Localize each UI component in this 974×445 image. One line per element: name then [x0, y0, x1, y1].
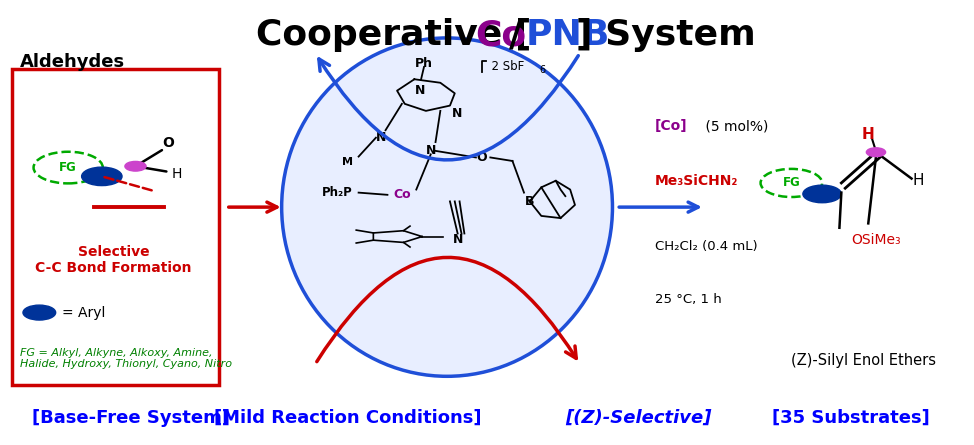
Text: O: O	[476, 151, 487, 164]
Circle shape	[82, 167, 122, 186]
Text: = Aryl: = Aryl	[62, 306, 106, 320]
Text: Co: Co	[475, 18, 526, 52]
Circle shape	[803, 185, 842, 203]
FancyBboxPatch shape	[13, 69, 219, 385]
Text: [Co]: [Co]	[655, 119, 688, 133]
Text: FG = Alkyl, Alkyne, Alkoxy, Amine,
Halide, Hydroxy, Thionyl, Cyano, Nitro: FG = Alkyl, Alkyne, Alkoxy, Amine, Halid…	[20, 348, 232, 369]
Text: PNB: PNB	[526, 18, 610, 52]
Text: B: B	[525, 195, 535, 208]
Text: Selective
C-C Bond Formation: Selective C-C Bond Formation	[35, 245, 192, 275]
Text: [Mild Reaction Conditions]: [Mild Reaction Conditions]	[214, 409, 482, 427]
Text: 25 °C, 1 h: 25 °C, 1 h	[655, 293, 722, 306]
Text: (5 mol%): (5 mol%)	[701, 119, 768, 133]
Text: M: M	[342, 157, 353, 167]
Text: [Base-Free System]: [Base-Free System]	[31, 409, 230, 427]
Text: N: N	[376, 131, 386, 144]
Text: ] System: ] System	[577, 18, 756, 52]
Text: N: N	[452, 107, 462, 120]
Text: OSiMe₃: OSiMe₃	[851, 233, 901, 247]
Text: Ph₂P: Ph₂P	[322, 186, 353, 199]
Text: Me₃SiCHN₂: Me₃SiCHN₂	[655, 174, 738, 188]
Text: [35 Substrates]: [35 Substrates]	[772, 409, 930, 427]
Text: N: N	[426, 144, 436, 158]
Circle shape	[23, 305, 56, 320]
Circle shape	[125, 162, 146, 171]
Text: H: H	[862, 127, 875, 142]
Text: /: /	[508, 18, 522, 52]
Text: Ph: Ph	[415, 57, 433, 70]
Text: H: H	[171, 167, 182, 181]
Text: H: H	[913, 173, 924, 188]
Text: O: O	[163, 137, 174, 150]
Text: CH₂Cl₂ (0.4 mL): CH₂Cl₂ (0.4 mL)	[655, 240, 758, 253]
Text: Cooperative [: Cooperative [	[256, 18, 532, 52]
Text: 2 SbF: 2 SbF	[484, 60, 524, 73]
Text: N: N	[415, 84, 426, 97]
Text: FG: FG	[782, 177, 801, 190]
Text: Aldehydes: Aldehydes	[20, 53, 126, 71]
Text: (Z)-Silyl Enol Ethers: (Z)-Silyl Enol Ethers	[791, 353, 936, 368]
Text: FG: FG	[59, 161, 77, 174]
Text: 6: 6	[540, 65, 545, 75]
Text: Co: Co	[393, 188, 411, 201]
Circle shape	[866, 148, 885, 157]
Ellipse shape	[281, 38, 613, 376]
Text: [(Z)-Selective]: [(Z)-Selective]	[565, 409, 712, 427]
Text: N: N	[453, 233, 463, 246]
